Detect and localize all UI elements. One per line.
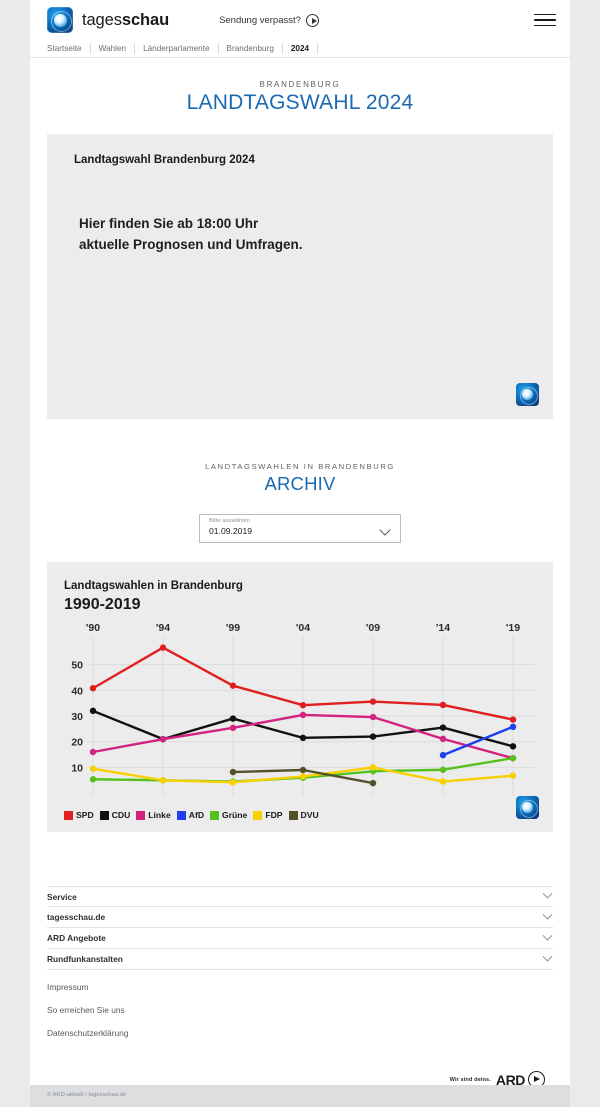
svg-text:30: 30 xyxy=(71,711,83,723)
breadcrumb-item-laenderparlamente[interactable]: Länderparlamente xyxy=(135,43,219,54)
footer-link-impressum[interactable]: Impressum xyxy=(47,982,89,992)
footer-accordion-ard-angebote[interactable]: ARD Angebote xyxy=(47,928,553,949)
svg-text:'09: '09 xyxy=(366,622,380,634)
archiv-select-value: 01.09.2019 xyxy=(209,526,253,536)
chart-legend: SPD CDU Linke AfD Grüne FDP DVU xyxy=(47,810,553,820)
footer-accordion-label: Service xyxy=(47,891,77,902)
legend-item-fdp[interactable]: FDP xyxy=(253,810,283,820)
hero-message-line-2: aktuelle Prognosen und Umfragen. xyxy=(79,236,303,252)
chevron-down-icon[interactable] xyxy=(542,951,553,962)
svg-text:50: 50 xyxy=(71,660,83,672)
footer-accordion-label: Rundfunkanstalten xyxy=(47,954,123,964)
chart-subheading: 1990-2019 xyxy=(64,596,141,613)
archiv-kicker: LANDTAGSWAHLEN IN BRANDENBURG xyxy=(205,462,395,471)
hero-kicker: BRANDENBURG xyxy=(259,80,341,89)
legend-swatch-icon xyxy=(253,810,263,820)
svg-text:20: 20 xyxy=(71,737,83,749)
chart-card: Landtagswahlen in Brandenburg 1990-2019 … xyxy=(47,562,553,832)
legend-label: FDP xyxy=(265,810,283,820)
site-header: tagesschau Sendung verpasst? xyxy=(30,0,570,40)
brand-wordmark-bold: schau xyxy=(121,10,170,29)
breadcrumb-item-startseite[interactable]: Startseite xyxy=(47,43,91,54)
legend-swatch-icon xyxy=(210,810,220,820)
tagesschau-badge-icon xyxy=(516,796,539,819)
tagesschau-badge-icon xyxy=(516,383,539,406)
svg-text:'14: '14 xyxy=(436,622,450,634)
legend-item-grüne[interactable]: Grüne xyxy=(210,810,247,820)
footer-accordion-rundfunkanstalten[interactable]: Rundfunkanstalten xyxy=(47,949,553,970)
legend-swatch-icon xyxy=(176,810,186,820)
tagesschau-logo-icon xyxy=(47,7,73,33)
hero-message-line-1: Hier finden Sie ab 18:00 Uhr xyxy=(79,216,259,231)
breadcrumb-item-brandenburg[interactable]: Brandenburg xyxy=(219,43,283,54)
brand-wordmark-light: tages xyxy=(82,10,122,29)
footer-accordion-service[interactable]: Service xyxy=(47,886,553,907)
chevron-down-icon[interactable] xyxy=(542,888,553,899)
legend-item-linke[interactable]: Linke xyxy=(136,810,171,820)
hero-card-title: Landtagswahl Brandenburg 2024 xyxy=(74,154,255,166)
archiv-date-select[interactable]: Bitte auswählen 01.09.2019 xyxy=(199,514,401,543)
legend-label: Grüne xyxy=(222,810,248,820)
breadcrumb-item-2024[interactable]: 2024 xyxy=(283,43,319,54)
legend-label: DVU xyxy=(300,810,319,820)
svg-text:'90: '90 xyxy=(86,622,100,634)
archiv-select-label: Bitte auswählen xyxy=(209,518,250,524)
svg-text:40: 40 xyxy=(71,685,83,697)
legend-item-dvu[interactable]: DVU xyxy=(288,810,319,820)
breadcrumb: Startseite Wahlen Länderparlamente Brand… xyxy=(30,40,570,58)
site-footer: Service tagesschau.de ARD Angebote Rundf… xyxy=(30,886,570,1107)
footer-accordion-tagesschau-de[interactable]: tagesschau.de xyxy=(47,907,553,928)
footer-accordion-label: tagesschau.de xyxy=(47,912,106,922)
svg-text:'04: '04 xyxy=(296,622,310,634)
legend-item-afd[interactable]: AfD xyxy=(176,810,205,820)
ard-claim: Wir sind deins. xyxy=(449,1076,491,1083)
legend-swatch-icon xyxy=(99,810,109,820)
archiv-section: LANDTAGSWAHLEN IN BRANDENBURG ARCHIV Bit… xyxy=(30,431,570,854)
legend-label: Linke xyxy=(148,810,171,820)
play-circle-icon[interactable] xyxy=(305,13,319,27)
footer-link-datenschutzerklaerung[interactable]: Datenschutzerklärung xyxy=(47,1028,129,1038)
svg-text:'19: '19 xyxy=(506,622,520,634)
footer-links: Impressum So erreichen Sie uns Datenschu… xyxy=(47,970,553,1038)
legend-label: AfD xyxy=(188,810,205,820)
legend-label: SPD xyxy=(76,810,94,820)
breadcrumb-item-wahlen[interactable]: Wahlen xyxy=(91,43,136,54)
legend-swatch-icon xyxy=(288,810,298,820)
hero-card: Landtagswahl Brandenburg 2024 Hier finde… xyxy=(47,134,553,419)
chart-svg: 10 20 30 40 50 '90 '94 '99 '04 '09 '14 '19 xyxy=(71,622,535,796)
footer-accordion-label: ARD Angebote xyxy=(47,933,106,943)
election-line-chart: 10 20 30 40 50 '90 '94 '99 '04 '09 '14 '19 xyxy=(47,622,543,804)
brand-link[interactable]: tagesschau xyxy=(47,7,169,33)
chevron-down-icon[interactable] xyxy=(542,930,553,941)
legend-swatch-icon xyxy=(64,810,73,820)
footer-link-so-erreichen-sie-uns[interactable]: So erreichen Sie uns xyxy=(47,1005,125,1015)
sendung-verpasst-link[interactable]: Sendung verpasst? xyxy=(219,13,319,27)
ard-wordmark: ARD xyxy=(495,1071,526,1088)
archiv-title: ARCHIV xyxy=(264,473,336,494)
hamburger-menu-icon[interactable] xyxy=(534,13,556,27)
sendung-verpasst-label: Sendung verpasst? xyxy=(219,14,301,26)
svg-text:'94: '94 xyxy=(156,622,170,634)
legend-item-cdu[interactable]: CDU xyxy=(99,810,131,820)
chevron-down-icon[interactable] xyxy=(542,909,553,920)
hero-message: Hier finden Sie ab 18:00 Uhr aktuelle Pr… xyxy=(47,166,553,256)
legend-swatch-icon xyxy=(136,810,146,820)
copyright-bar: © ARD-aktuell / tagesschau.de xyxy=(30,1085,570,1107)
brand-wordmark: tagesschau xyxy=(82,11,169,30)
legend-label: CDU xyxy=(111,810,131,820)
page-title: LANDTAGSWAHL 2024 xyxy=(186,91,414,114)
svg-text:10: 10 xyxy=(71,762,83,774)
chart-heading: Landtagswahlen in Brandenburg xyxy=(64,580,243,592)
legend-item-spd[interactable]: SPD xyxy=(64,810,94,820)
site-shell: tagesschau Sendung verpasst? Startseite … xyxy=(30,0,570,1107)
svg-text:'99: '99 xyxy=(226,622,240,634)
